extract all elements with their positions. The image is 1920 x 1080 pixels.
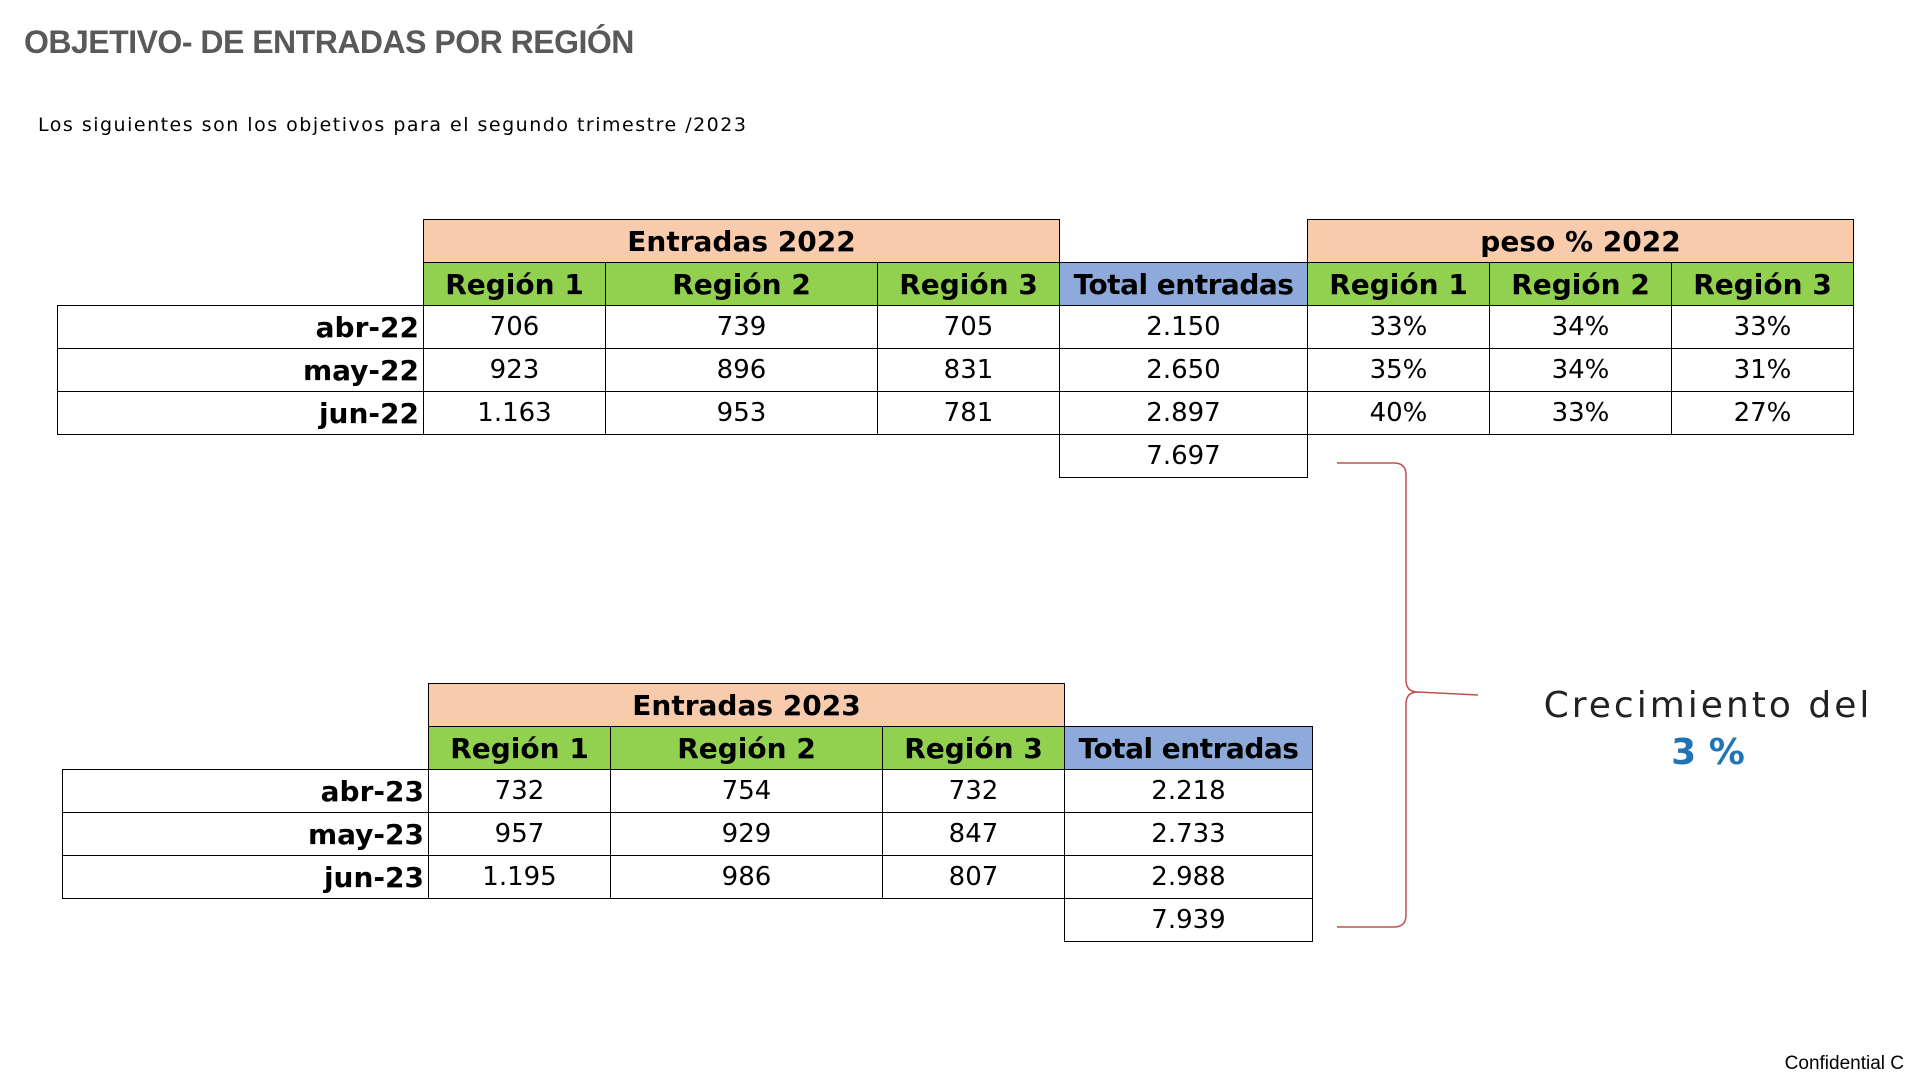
grand-total-cell: 7.697 — [1059, 434, 1308, 478]
table-cell: 33% — [1671, 305, 1854, 349]
table-row: may-23 957 929 847 2.733 — [62, 812, 1313, 856]
column-header-region-3: Región 3 — [877, 262, 1060, 306]
column-header-region-1: Región 1 — [423, 262, 606, 306]
table-cell: 781 — [877, 391, 1060, 435]
entradas-2023-table: Entradas 2023 Región 1 Región 2 Región 3… — [62, 683, 1313, 942]
column-header-region-2: Región 2 — [610, 726, 883, 770]
table-total-row: 7.697 — [58, 434, 1854, 478]
column-header-region-3: Región 3 — [882, 726, 1065, 770]
growth-value: 3 % — [1671, 732, 1745, 773]
table-row: abr-22 706 739 705 2.150 33% 34% 33% — [57, 305, 1854, 349]
growth-label: Crecimiento del — [1543, 685, 1873, 726]
column-header-peso-region-2: Región 2 — [1489, 262, 1672, 306]
table-total-row: 7.939 — [63, 898, 1313, 942]
table-row: jun-23 1.195 986 807 2.988 — [62, 855, 1313, 899]
column-header-region-1: Región 1 — [428, 726, 611, 770]
table-cell: 33% — [1489, 391, 1672, 435]
table-cell: 2.218 — [1064, 769, 1313, 813]
table-cell: 732 — [428, 769, 611, 813]
table-column-header-row: Región 1 Región 2 Región 3 Total entrada… — [58, 262, 1854, 306]
table-cell: 953 — [605, 391, 878, 435]
table-cell: 31% — [1671, 348, 1854, 392]
page-title: OBJETIVO- DE ENTRADAS POR REGIÓN — [24, 24, 634, 60]
table-cell: 706 — [423, 305, 606, 349]
column-header-total-entradas: Total entradas — [1064, 726, 1313, 770]
column-header-peso-region-1: Región 1 — [1307, 262, 1490, 306]
table-cell: 2.733 — [1064, 812, 1313, 856]
table-cell: 2.988 — [1064, 855, 1313, 899]
table-row: jun-22 1.163 953 781 2.897 40% 33% 27% — [57, 391, 1854, 435]
table-cell: 1.163 — [423, 391, 606, 435]
table-cell: 754 — [610, 769, 883, 813]
entradas-2022-header: Entradas 2022 — [423, 219, 1060, 263]
table-cell: 739 — [605, 305, 878, 349]
table-cell: 2.897 — [1059, 391, 1308, 435]
table-cell: 986 — [610, 855, 883, 899]
table-cell: 35% — [1307, 348, 1490, 392]
table-column-header-row: Región 1 Región 2 Región 3 Total entrada… — [63, 726, 1313, 770]
table-cell: 33% — [1307, 305, 1490, 349]
table-cell: 34% — [1489, 348, 1672, 392]
table-group-header-row: Entradas 2023 — [63, 683, 1313, 727]
table-cell: 831 — [877, 348, 1060, 392]
table-cell: 27% — [1671, 391, 1854, 435]
row-label: may-23 — [62, 812, 429, 856]
column-header-peso-region-3: Región 3 — [1671, 262, 1854, 306]
peso-2022-header: peso % 2022 — [1307, 219, 1854, 263]
row-label: jun-22 — [57, 391, 424, 435]
table-cell: 957 — [428, 812, 611, 856]
entradas-2023-header: Entradas 2023 — [428, 683, 1065, 727]
table-cell: 929 — [610, 812, 883, 856]
page-subtitle: Los siguientes son los objetivos para el… — [38, 114, 748, 136]
table-cell: 40% — [1307, 391, 1490, 435]
grand-total-cell: 7.939 — [1064, 898, 1313, 942]
table-cell: 807 — [882, 855, 1065, 899]
table-cell: 732 — [882, 769, 1065, 813]
row-label: may-22 — [57, 348, 424, 392]
table-cell: 705 — [877, 305, 1060, 349]
row-label: jun-23 — [62, 855, 429, 899]
confidentiality-label: Confidential C — [1784, 1053, 1904, 1074]
row-label: abr-22 — [57, 305, 424, 349]
growth-callout: Crecimiento del 3 % — [1488, 685, 1920, 773]
table-row: abr-23 732 754 732 2.218 — [62, 769, 1313, 813]
table-cell: 896 — [605, 348, 878, 392]
table-cell: 2.150 — [1059, 305, 1308, 349]
table-group-header-row: Entradas 2022 peso % 2022 — [58, 219, 1854, 263]
column-header-region-2: Región 2 — [605, 262, 878, 306]
table-row: may-22 923 896 831 2.650 35% 34% 31% — [57, 348, 1854, 392]
entradas-2022-table: Entradas 2022 peso % 2022 Región 1 Regió… — [57, 219, 1854, 478]
